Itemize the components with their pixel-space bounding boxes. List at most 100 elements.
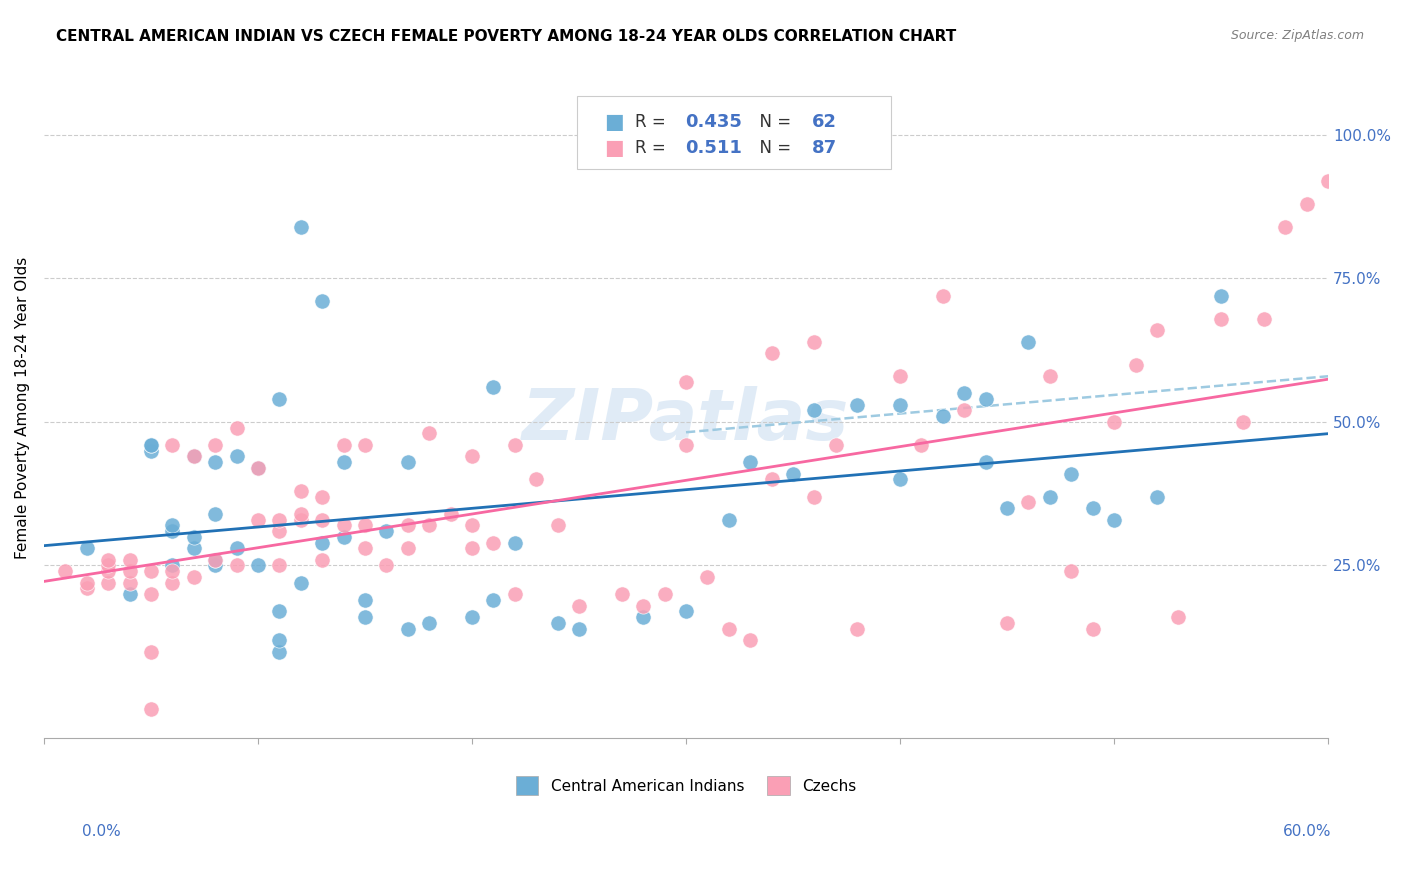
Text: 0.0%: 0.0%	[82, 824, 121, 838]
Point	[354, 438, 377, 452]
Point	[547, 615, 569, 630]
Point	[717, 512, 740, 526]
Point	[503, 535, 526, 549]
Point	[139, 564, 162, 578]
Point	[1060, 467, 1083, 481]
Point	[162, 564, 184, 578]
Point	[675, 438, 697, 452]
Point	[183, 530, 205, 544]
Point	[139, 644, 162, 658]
Point	[183, 570, 205, 584]
Point	[225, 450, 247, 464]
Point	[269, 512, 291, 526]
Point	[162, 575, 184, 590]
Point	[803, 490, 825, 504]
Point	[269, 524, 291, 538]
Point	[524, 472, 547, 486]
Point	[482, 593, 505, 607]
Point	[461, 541, 484, 556]
Point	[354, 518, 377, 533]
Text: Source: ZipAtlas.com: Source: ZipAtlas.com	[1230, 29, 1364, 42]
Point	[396, 622, 419, 636]
Point	[204, 558, 226, 573]
Point	[246, 558, 269, 573]
Point	[1102, 415, 1125, 429]
Point	[824, 438, 846, 452]
Point	[269, 633, 291, 648]
Point	[225, 541, 247, 556]
Point	[97, 575, 120, 590]
Point	[162, 438, 184, 452]
Point	[910, 438, 932, 452]
Legend: Central American Indians, Czechs: Central American Indians, Czechs	[508, 769, 865, 803]
Point	[246, 461, 269, 475]
Point	[204, 553, 226, 567]
Point	[332, 518, 354, 533]
Point	[162, 518, 184, 533]
Point	[482, 380, 505, 394]
Point	[311, 294, 333, 309]
Y-axis label: Female Poverty Among 18-24 Year Olds: Female Poverty Among 18-24 Year Olds	[15, 257, 30, 558]
Point	[396, 541, 419, 556]
Point	[396, 518, 419, 533]
Point	[740, 455, 762, 469]
FancyBboxPatch shape	[576, 96, 891, 169]
Point	[1081, 501, 1104, 516]
Point	[547, 518, 569, 533]
Point	[311, 535, 333, 549]
Point	[1102, 512, 1125, 526]
Point	[932, 288, 955, 302]
Point	[76, 582, 98, 596]
Point	[439, 507, 461, 521]
Point	[246, 512, 269, 526]
Point	[1039, 490, 1062, 504]
Point	[118, 587, 141, 601]
Point	[269, 644, 291, 658]
Point	[204, 553, 226, 567]
Point	[204, 507, 226, 521]
Point	[1017, 334, 1039, 349]
Point	[418, 615, 440, 630]
Point	[717, 622, 740, 636]
Point	[139, 438, 162, 452]
Point	[139, 702, 162, 716]
Point	[97, 558, 120, 573]
Point	[139, 587, 162, 601]
Point	[354, 610, 377, 624]
Point	[183, 450, 205, 464]
Point	[375, 558, 398, 573]
Point	[332, 438, 354, 452]
Point	[461, 610, 484, 624]
Point	[974, 455, 997, 469]
Point	[761, 346, 783, 360]
Point	[332, 455, 354, 469]
Point	[953, 386, 976, 401]
Point	[503, 587, 526, 601]
Point	[568, 622, 591, 636]
Text: R =: R =	[634, 139, 676, 157]
Point	[290, 575, 312, 590]
Point	[654, 587, 676, 601]
Text: 0.435: 0.435	[685, 113, 741, 131]
Point	[889, 369, 911, 384]
Text: ZIPatlas: ZIPatlas	[522, 386, 849, 455]
Point	[183, 450, 205, 464]
Point	[803, 403, 825, 417]
Point	[332, 530, 354, 544]
Point	[1295, 196, 1317, 211]
Text: 62: 62	[811, 113, 837, 131]
Point	[889, 398, 911, 412]
Point	[1060, 564, 1083, 578]
Point	[118, 564, 141, 578]
Point	[610, 587, 633, 601]
Point	[846, 622, 869, 636]
Point	[1146, 323, 1168, 337]
Point	[183, 541, 205, 556]
Point	[696, 570, 718, 584]
Point	[311, 553, 333, 567]
Text: 0.511: 0.511	[685, 139, 741, 157]
Point	[482, 535, 505, 549]
Point	[225, 558, 247, 573]
Point	[354, 593, 377, 607]
Point	[568, 599, 591, 613]
